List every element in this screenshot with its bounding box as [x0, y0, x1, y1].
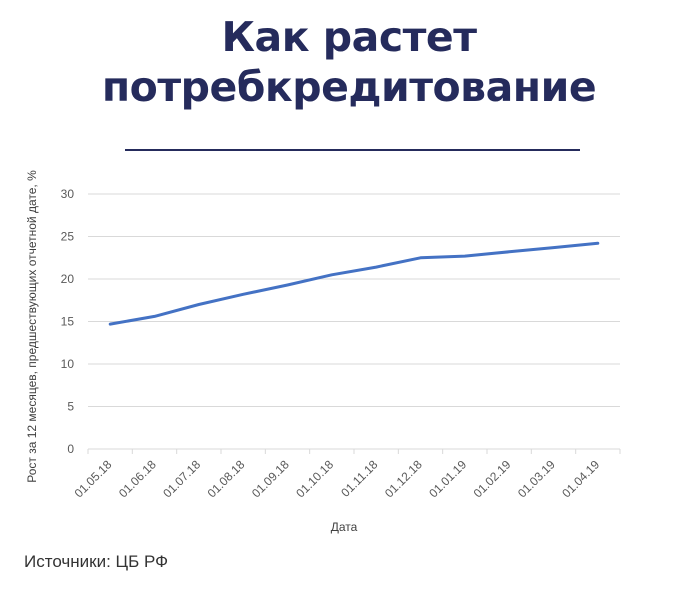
x-tick-label: 01.04.19: [559, 457, 602, 500]
y-tick-labels: 0 5 10 15 20 25 30: [61, 187, 75, 456]
y-tick-label: 10: [61, 357, 75, 371]
x-tick-label: 01.01.19: [426, 457, 469, 500]
grid-lines: [87, 193, 621, 454]
x-tick-label: 01.08.18: [205, 457, 248, 500]
x-tick-label: 01.10.18: [293, 457, 336, 500]
x-axis-title: Дата: [331, 520, 358, 534]
source-note: Источники: ЦБ РФ: [24, 552, 169, 571]
x-tick-label: 01.07.18: [160, 457, 203, 500]
page-title: Как растет потребкредитование: [0, 12, 698, 112]
x-tick-label: 01.11.18: [338, 457, 381, 500]
y-tick-label: 25: [61, 230, 75, 244]
x-tick-label: 01.05.18: [72, 457, 115, 500]
x-tick-label: 01.03.19: [515, 457, 558, 500]
x-tick-label: 01.06.18: [116, 457, 159, 500]
y-axis-title: Рост за 12 месяцев, предшествующих отчет…: [25, 170, 39, 483]
y-tick-label: 15: [61, 315, 75, 329]
y-tick-label: 20: [61, 272, 75, 286]
x-tick-labels: 01.05.18 01.06.18 01.07.18 01.08.18 01.09.18…: [72, 457, 603, 500]
series-layer: [108, 241, 600, 326]
y-tick-label: 0: [67, 442, 74, 456]
y-tick-label: 30: [61, 187, 75, 201]
series-line-0: [108, 241, 600, 326]
title-divider: [125, 149, 580, 151]
y-tick-label: 5: [67, 400, 74, 414]
x-tick-label: 01.02.19: [471, 457, 514, 500]
title-line-2: потребкредитование: [101, 63, 597, 111]
x-tick-label: 01.12.18: [382, 457, 425, 500]
title-line-1: Как растет: [221, 13, 477, 61]
x-tick-label: 01.09.18: [249, 457, 292, 500]
